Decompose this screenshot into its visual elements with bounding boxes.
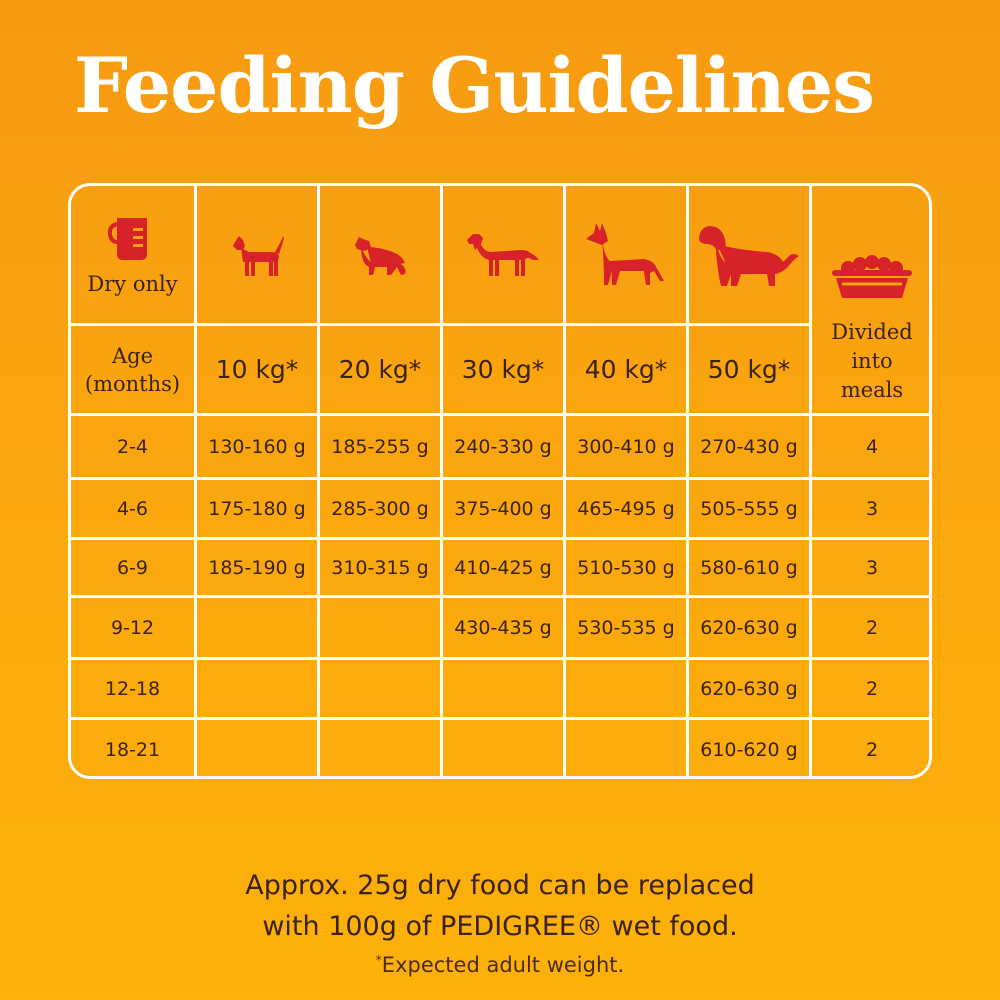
amount-cell: 410-425 g xyxy=(440,537,566,598)
amount-cell xyxy=(194,657,320,720)
measuring-cup-icon xyxy=(107,217,147,260)
dog-icon-cell-50kg xyxy=(686,186,812,326)
food-tray-icon xyxy=(832,255,912,298)
footnote: *Expected adult weight. xyxy=(0,953,1000,977)
amount-cell xyxy=(317,657,443,720)
amount-cell: 285-300 g xyxy=(317,477,443,540)
age-cell: 18-21 xyxy=(71,717,197,776)
small-dog-icon xyxy=(233,235,284,276)
meals-label-line3: meals xyxy=(840,378,904,402)
weight-header-10kg: 10 kg* xyxy=(194,323,320,416)
age-cell: 2-4 xyxy=(71,413,197,480)
amount-cell: 430-435 g xyxy=(440,595,566,660)
weight-header-30kg: 30 kg* xyxy=(440,323,566,416)
dry-only-label: Dry only xyxy=(87,271,178,296)
amount-cell xyxy=(194,717,320,776)
age-cell: 9-12 xyxy=(71,595,197,660)
amount-cell: 240-330 g xyxy=(440,413,566,480)
replacement-note-line2: with 100g of PEDIGREE® wet food. xyxy=(262,911,738,942)
amount-cell: 130-160 g xyxy=(194,413,320,480)
amount-cell: 580-610 g xyxy=(686,537,812,598)
amount-cell: 530-535 g xyxy=(563,595,689,660)
weight-header-50kg: 50 kg* xyxy=(686,323,812,416)
weight-header-20kg: 20 kg* xyxy=(317,323,443,416)
amount-cell xyxy=(440,657,566,720)
amount-cell: 375-400 g xyxy=(440,477,566,540)
amount-cell xyxy=(563,717,689,776)
amount-cell: 620-630 g xyxy=(686,595,812,660)
age-cell: 12-18 xyxy=(71,657,197,720)
meals-cell: 3 xyxy=(809,537,929,598)
meals-header-cell: Divided into meals xyxy=(809,186,929,416)
meals-cell: 3 xyxy=(809,477,929,540)
amount-cell: 505-555 g xyxy=(686,477,812,540)
amount-cell: 175-180 g xyxy=(194,477,320,540)
shepherd-dog-icon xyxy=(586,222,664,285)
age-label-line1: Age xyxy=(111,343,154,368)
amount-cell: 620-630 g xyxy=(686,657,812,720)
meals-label-line1: Divided xyxy=(831,320,913,344)
setter-dog-icon xyxy=(467,233,539,276)
feeding-table: Dry only xyxy=(68,183,932,779)
amount-cell: 465-495 g xyxy=(563,477,689,540)
meals-label-line2: into xyxy=(851,349,893,373)
age-header: Age (months) xyxy=(71,323,197,416)
age-cell: 4-6 xyxy=(71,477,197,540)
amount-cell xyxy=(440,717,566,776)
footnote-mark: * xyxy=(375,953,382,967)
age-cell: 6-9 xyxy=(71,537,197,598)
meals-cell: 2 xyxy=(809,717,929,776)
amount-cell xyxy=(194,595,320,660)
amount-cell: 310-315 g xyxy=(317,537,443,598)
meals-cell: 4 xyxy=(809,413,929,480)
amount-cell xyxy=(317,595,443,660)
dry-only-cell: Dry only xyxy=(71,186,197,326)
dog-icon-cell-10kg xyxy=(194,186,320,326)
meals-cell: 2 xyxy=(809,657,929,720)
amount-cell: 185-190 g xyxy=(194,537,320,598)
amount-cell: 270-430 g xyxy=(686,413,812,480)
amount-cell: 510-530 g xyxy=(563,537,689,598)
replacement-note-line1: Approx. 25g dry food can be replaced xyxy=(245,870,755,901)
amount-cell: 300-410 g xyxy=(563,413,689,480)
amount-cell: 610-620 g xyxy=(686,717,812,776)
meals-cell: 2 xyxy=(809,595,929,660)
footnote-text: Expected adult weight. xyxy=(381,953,625,977)
page-title: Feeding Guidelines xyxy=(74,41,875,130)
amount-cell xyxy=(317,717,443,776)
retriever-dog-icon xyxy=(699,225,799,286)
amount-cell: 185-255 g xyxy=(317,413,443,480)
dog-icon-cell-30kg xyxy=(440,186,566,326)
age-label-line2: (months) xyxy=(84,371,181,396)
weight-header-40kg: 40 kg* xyxy=(563,323,689,416)
collie-dog-icon xyxy=(355,236,406,275)
amount-cell xyxy=(563,657,689,720)
dog-icon-cell-20kg xyxy=(317,186,443,326)
dog-icon-cell-40kg xyxy=(563,186,689,326)
